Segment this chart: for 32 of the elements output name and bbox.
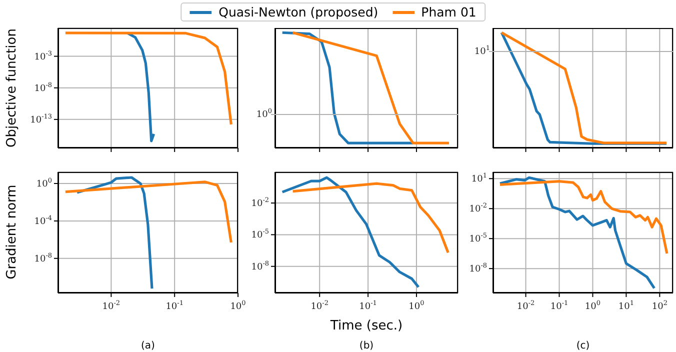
y-tick-label: 10$^{-8}$ [34,251,52,264]
text: (a) [141,340,155,352]
y-tick-label: 10$^{-5}$ [251,227,269,240]
x-tick-label: 10$^{-1}$ [550,298,568,312]
text: (b) [359,340,374,352]
x-tick-label: 10$^{2}$ [652,298,668,312]
y-tick-label: 10$^{-2}$ [251,196,269,209]
y-tick-label: 10$^{0}$ [36,176,52,190]
x-tick-label: 10$^{-2}$ [310,298,328,312]
y-axis-title: Objective function [4,28,20,147]
y-axis-title: Gradient norm [4,184,20,280]
y-tick-label: 10$^{-8}$ [469,261,487,274]
x-tick-label: 10$^{-2}$ [516,298,535,312]
y-tick-label: 10$^{-2}$ [469,201,487,214]
x-axis-title: Time (sec.) [330,318,403,334]
legend-label: Pham 01 [421,4,476,20]
x-tick-label: 10$^{-1}$ [359,298,377,312]
y-tick-label: 10$^{-5}$ [469,231,487,244]
text: (c) [576,340,590,352]
legend-label: Quasi-Newton (proposed) [218,4,378,20]
x-tick-label: 10$^{-2}$ [102,298,120,312]
x-tick-label: 10$^{0}$ [230,298,246,312]
y-tick-label: 10$^{-8}$ [34,80,52,94]
x-tick-label: 10$^{0}$ [408,298,424,312]
x-tick-label: 10$^{0}$ [584,298,601,312]
y-tick-label: 10$^{1}$ [471,171,487,184]
y-tick-label: 10$^{-8}$ [251,259,269,272]
x-tick-label: 10$^{-1}$ [166,298,184,312]
x-tick-label: 10$^{1}$ [618,298,634,312]
y-tick-label: 10$^{-4}$ [34,214,52,227]
y-tick-label: 10$^{-3}$ [34,48,52,62]
y-tick-label: 10$^{-13}$ [30,112,52,125]
